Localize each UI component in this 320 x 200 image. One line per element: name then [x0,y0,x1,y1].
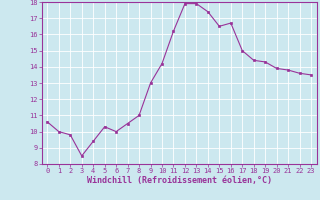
X-axis label: Windchill (Refroidissement éolien,°C): Windchill (Refroidissement éolien,°C) [87,176,272,185]
